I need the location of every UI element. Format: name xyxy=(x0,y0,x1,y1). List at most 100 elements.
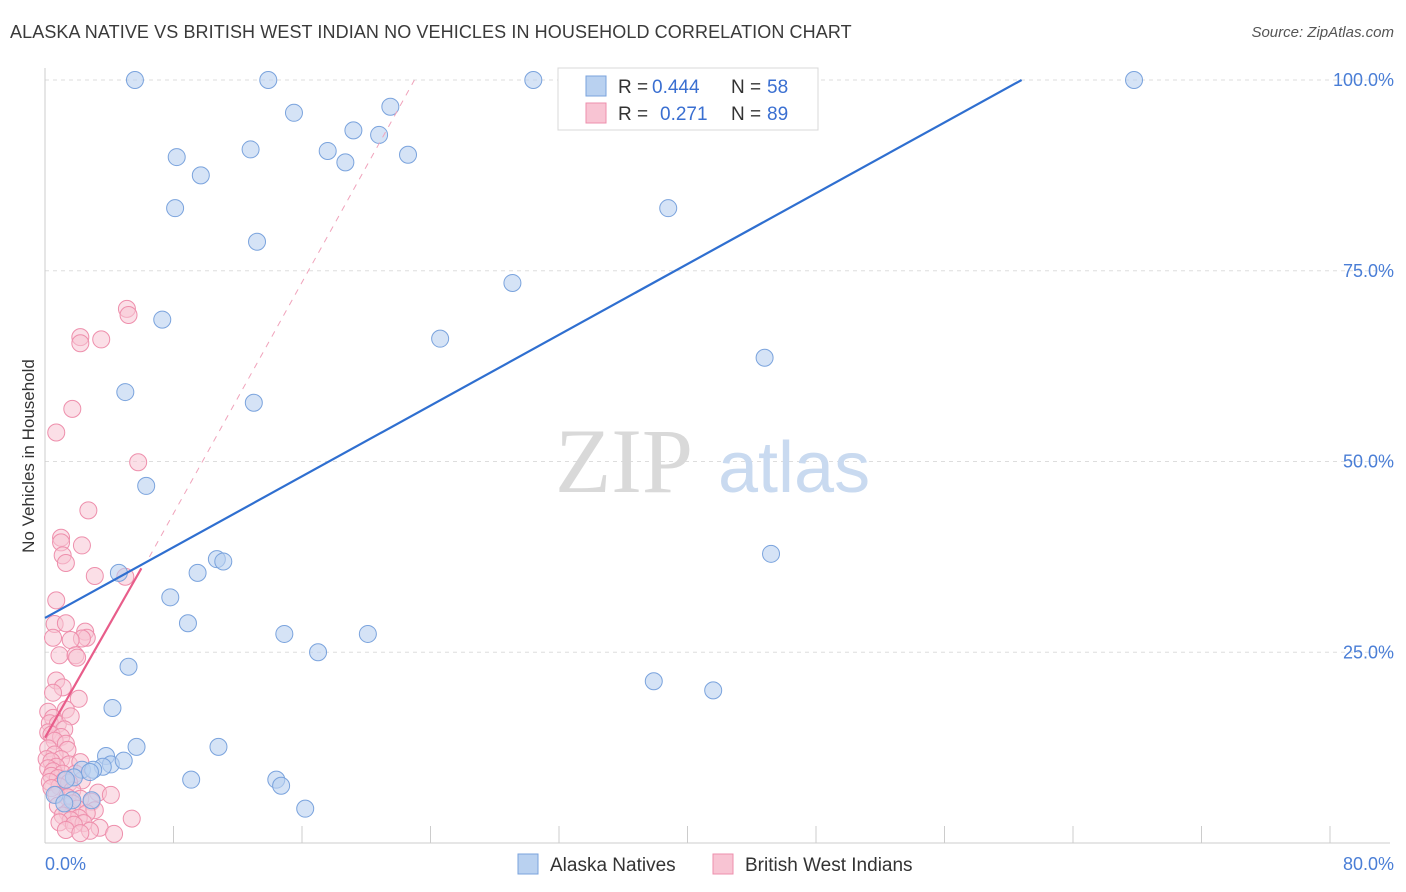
alaska-point-40 xyxy=(209,737,228,756)
bwi-point-5 xyxy=(63,399,82,418)
bottom-legend-label-bwi: British West Indians xyxy=(745,855,913,876)
alaska-point-20 xyxy=(431,329,450,348)
watermark-zip: ZIP xyxy=(555,410,693,512)
legend: R = 0.444 N = 58 R = 0.271 N = 89 xyxy=(557,67,819,131)
bwi-trend-line xyxy=(44,567,143,739)
alaska-point-0 xyxy=(125,71,144,89)
bwi-point-88 xyxy=(105,824,124,843)
bwi-point-4 xyxy=(71,334,90,353)
bwi-point-13 xyxy=(56,553,75,572)
alaska-point-34 xyxy=(309,643,328,662)
alaska-point-23 xyxy=(244,393,263,412)
alaska-point-4 xyxy=(1125,71,1144,89)
bwi-point-18 xyxy=(56,614,75,633)
bwi-point-22 xyxy=(61,631,80,650)
bwi-point-11 xyxy=(72,536,91,555)
alaska-point-22 xyxy=(116,383,135,402)
bottom-legend: Alaska Natives British West Indians xyxy=(517,853,913,876)
alaska-point-8 xyxy=(370,125,389,144)
alaska-point-57 xyxy=(55,794,74,813)
alaska-point-2 xyxy=(524,71,543,89)
y-axis-title: No Vehicles in Household xyxy=(19,359,38,553)
alaska-point-30 xyxy=(161,588,180,607)
bwi-point-6 xyxy=(47,423,66,442)
alaska-point-16 xyxy=(659,199,678,218)
watermark-atlas: atlas xyxy=(718,428,870,508)
bwi-point-16 xyxy=(47,591,66,610)
bwi-point-87 xyxy=(71,824,90,843)
alaska-point-28 xyxy=(188,563,207,582)
alaska-trend-line xyxy=(44,79,1023,619)
alaska-point-39 xyxy=(127,737,146,756)
tick-labels: 25.0% 50.0% 75.0% 100.0% 0.0% 80.0% xyxy=(45,70,1394,874)
legend-n-value-2: 89 xyxy=(767,104,788,125)
alaska-point-21 xyxy=(755,348,774,367)
alaska-point-35 xyxy=(119,657,138,676)
alaska-point-52 xyxy=(272,776,291,795)
alaska-point-36 xyxy=(644,672,663,691)
alaska-point-33 xyxy=(358,624,377,643)
alaska-point-5 xyxy=(284,103,303,122)
alaska-point-27 xyxy=(214,552,233,571)
alaska-point-50 xyxy=(182,770,201,789)
bottom-legend-label-alaska: Alaska Natives xyxy=(550,855,676,876)
alaska-point-14 xyxy=(191,166,210,185)
bwi-trend-extension xyxy=(148,79,415,558)
alaska-point-38 xyxy=(103,698,122,717)
legend-r-value-1: 0.444 xyxy=(652,77,700,98)
alaska-point-19 xyxy=(153,310,172,329)
y-tick-label-3: 100.0% xyxy=(1333,70,1394,90)
alaska-point-47 xyxy=(114,751,133,770)
alaska-point-31 xyxy=(178,614,197,633)
alaska-point-17 xyxy=(248,232,267,251)
legend-n-label-2: N = xyxy=(731,104,761,125)
alaska-point-24 xyxy=(137,476,156,495)
alaska-point-49 xyxy=(56,770,75,789)
bwi-point-7 xyxy=(129,453,148,472)
legend-r-label-1: R = xyxy=(618,77,648,98)
alaska-point-53 xyxy=(82,791,101,810)
alaska-point-10 xyxy=(318,141,337,160)
grid-lines xyxy=(45,79,1390,653)
bwi-point-66 xyxy=(101,785,120,804)
bwi-point-1 xyxy=(119,306,138,325)
y-tick-label-2: 75.0% xyxy=(1343,261,1394,281)
legend-n-value-1: 58 xyxy=(767,77,788,98)
bwi-point-79 xyxy=(122,809,141,828)
bwi-point-23 xyxy=(44,628,63,647)
bwi-point-3 xyxy=(92,330,111,349)
x-tick-label-0: 0.0% xyxy=(45,854,86,874)
legend-n-label-1: N = xyxy=(731,77,761,98)
trend-lines xyxy=(44,79,1023,739)
bwi-point-8 xyxy=(79,501,98,520)
alaska-point-11 xyxy=(399,145,418,164)
legend-swatch-pink xyxy=(585,102,607,124)
alaska-natives-points xyxy=(45,71,1144,818)
alaska-point-9 xyxy=(241,140,260,159)
bottom-legend-swatch-blue xyxy=(517,853,539,875)
alaska-point-32 xyxy=(275,624,294,643)
legend-swatch-blue xyxy=(585,75,607,97)
alaska-point-7 xyxy=(344,121,363,140)
y-tick-label-1: 50.0% xyxy=(1343,452,1394,472)
bwi-point-29 xyxy=(44,683,63,702)
alaska-point-12 xyxy=(336,153,355,172)
chart-title: ALASKA NATIVE VS BRITISH WEST INDIAN NO … xyxy=(10,22,852,42)
source-label: Source: ZipAtlas.com xyxy=(1251,24,1394,41)
alaska-point-55 xyxy=(296,799,315,818)
legend-r-label-2: R = xyxy=(618,104,648,125)
watermark: ZIP atlas xyxy=(555,410,870,512)
y-tick-label-0: 25.0% xyxy=(1343,642,1394,662)
alaska-point-37 xyxy=(704,681,723,700)
alaska-point-1 xyxy=(259,71,278,89)
alaska-point-15 xyxy=(166,199,185,218)
x-tick-label-1: 80.0% xyxy=(1343,854,1394,874)
alaska-point-13 xyxy=(167,148,186,167)
bwi-point-14 xyxy=(85,566,104,585)
bwi-point-24 xyxy=(50,646,69,665)
alaska-point-46 xyxy=(80,763,99,782)
alaska-point-18 xyxy=(503,273,522,292)
bwi-point-26 xyxy=(68,648,87,667)
alaska-point-6 xyxy=(381,97,400,116)
